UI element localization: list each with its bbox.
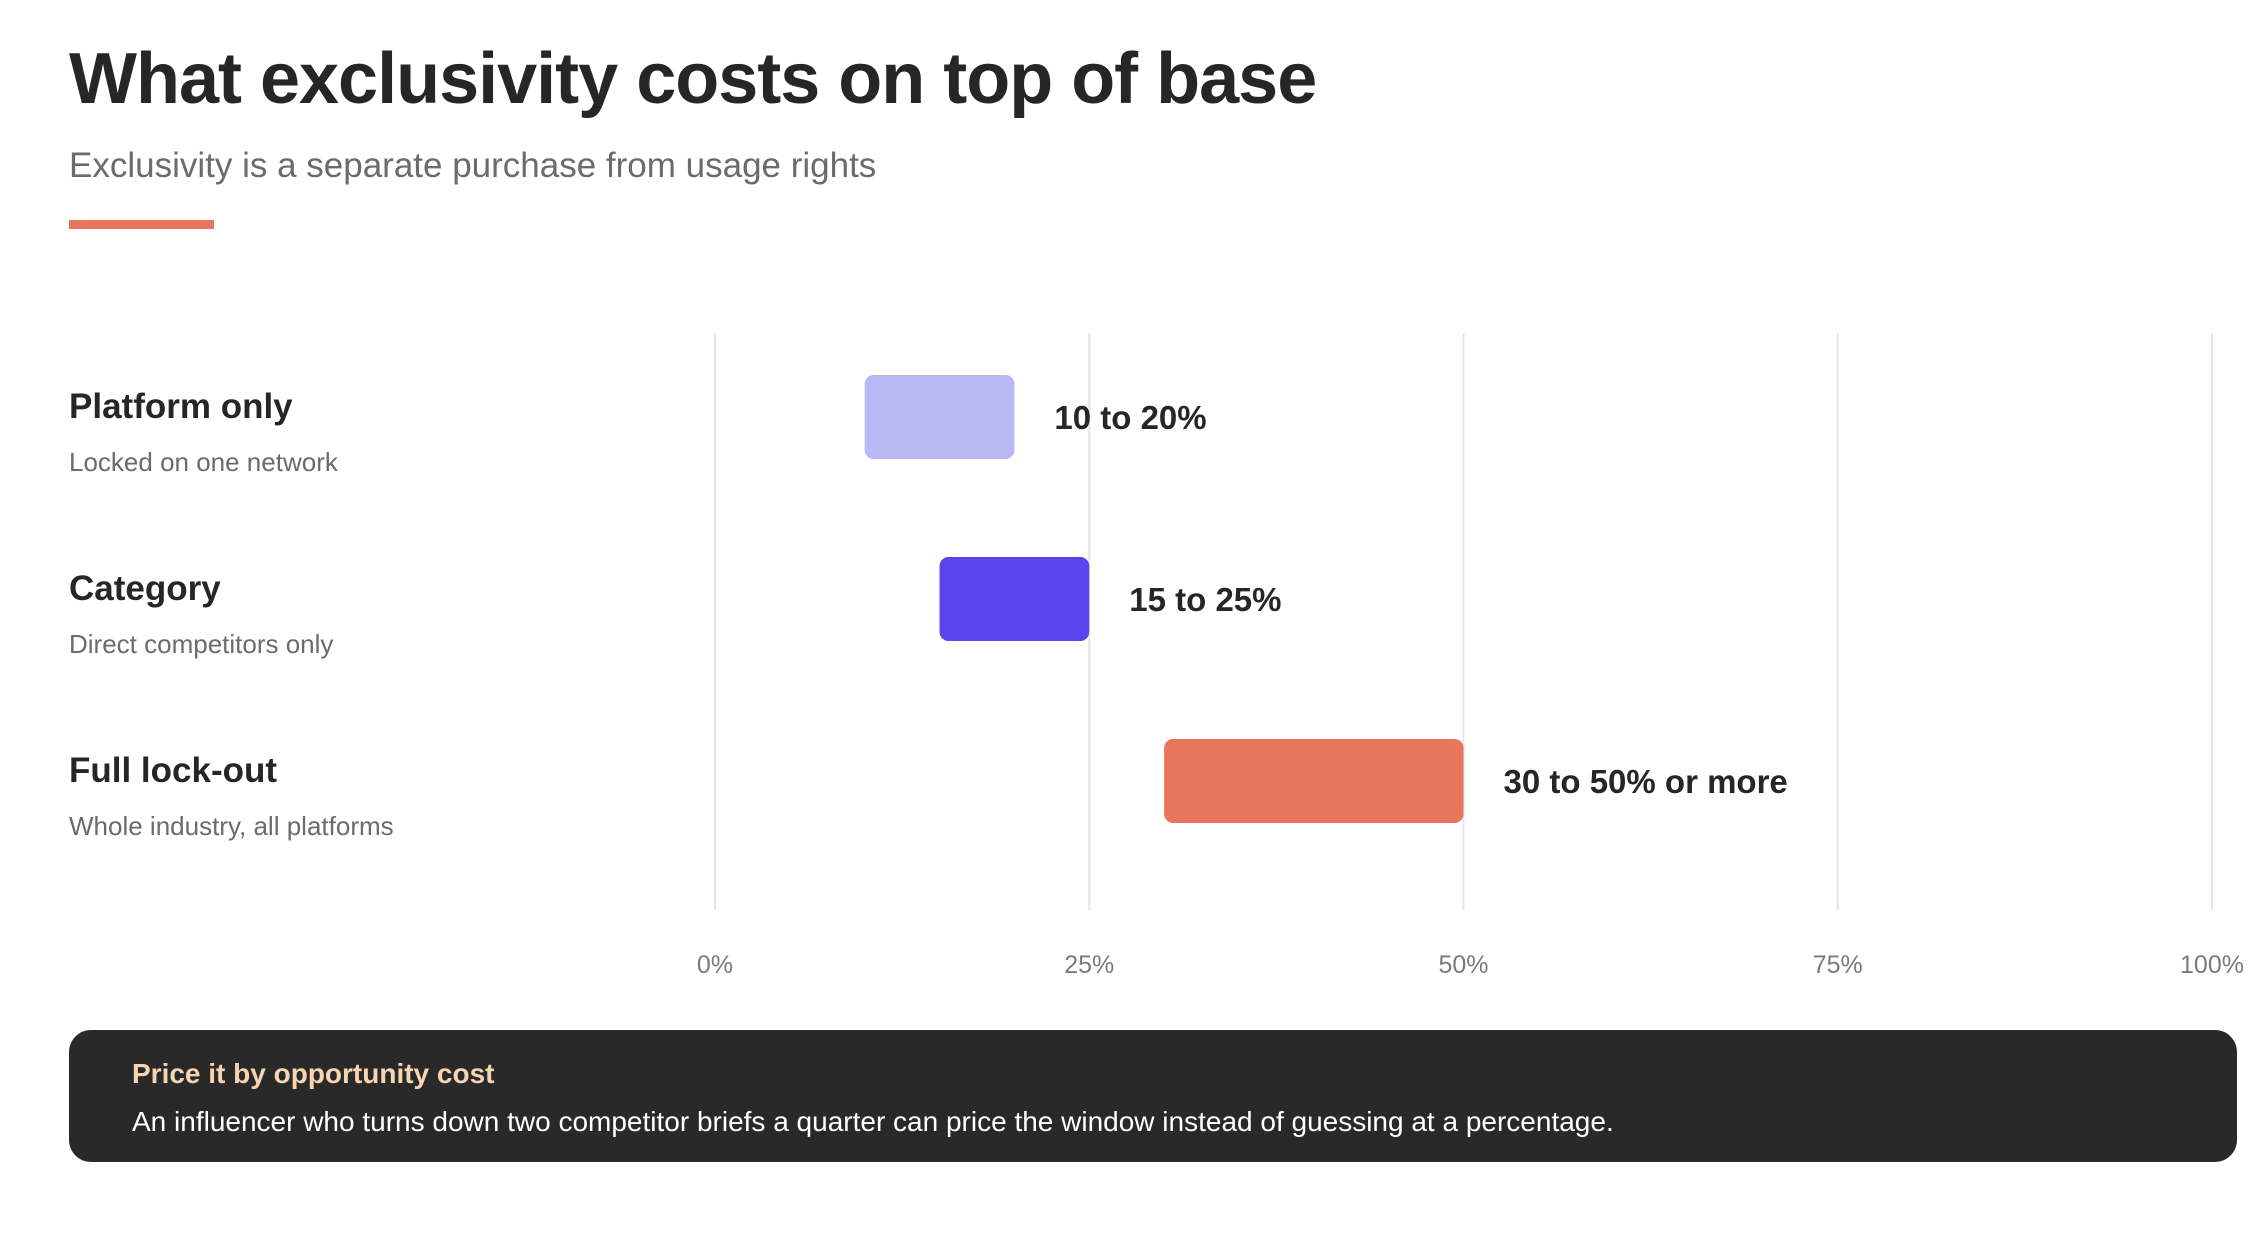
page-title: What exclusivity costs on top of base xyxy=(69,39,1317,119)
page-subtitle: Exclusivity is a separate purchase from … xyxy=(69,146,877,185)
range-bar xyxy=(864,375,1015,459)
x-tick-label: 0% xyxy=(697,951,733,979)
row-description-label: Whole industry, all platforms xyxy=(69,811,394,841)
range-bar xyxy=(1164,739,1464,823)
row-description-label: Locked on one network xyxy=(69,447,339,477)
row-description-label: Direct competitors only xyxy=(69,629,333,659)
bars: 10 to 20% 15 to 25% 30 to 50% or more xyxy=(864,375,1788,823)
x-tick-label: 25% xyxy=(1064,951,1114,979)
range-bar xyxy=(939,557,1090,641)
row-category-label: Category xyxy=(69,569,221,608)
row-labels: Platform only Locked on one network Catego… xyxy=(69,387,394,841)
bar-value-label: 10 to 20% xyxy=(1054,399,1206,436)
bar-value-label: 30 to 50% or more xyxy=(1504,763,1788,800)
x-tick-label: 75% xyxy=(1813,951,1863,979)
callout-body: An influencer who turns down two competi… xyxy=(132,1106,1614,1137)
bar-value-label: 15 to 25% xyxy=(1129,581,1281,618)
x-tick-label: 100% xyxy=(2180,951,2244,979)
row-category-label: Platform only xyxy=(69,387,293,426)
row-category-label: Full lock-out xyxy=(69,751,277,790)
callout-title: Price it by opportunity cost xyxy=(132,1058,495,1089)
x-tick-label: 50% xyxy=(1438,951,1488,979)
accent-rule xyxy=(69,220,214,229)
x-axis-ticks: 0% 25% 50% 75% 100% xyxy=(697,951,2244,979)
exclusivity-range-chart: 10 to 20% 15 to 25% 30 to 50% or more Plat… xyxy=(69,333,2244,979)
callout-box: Price it by opportunity cost An influenc… xyxy=(69,1030,2237,1162)
